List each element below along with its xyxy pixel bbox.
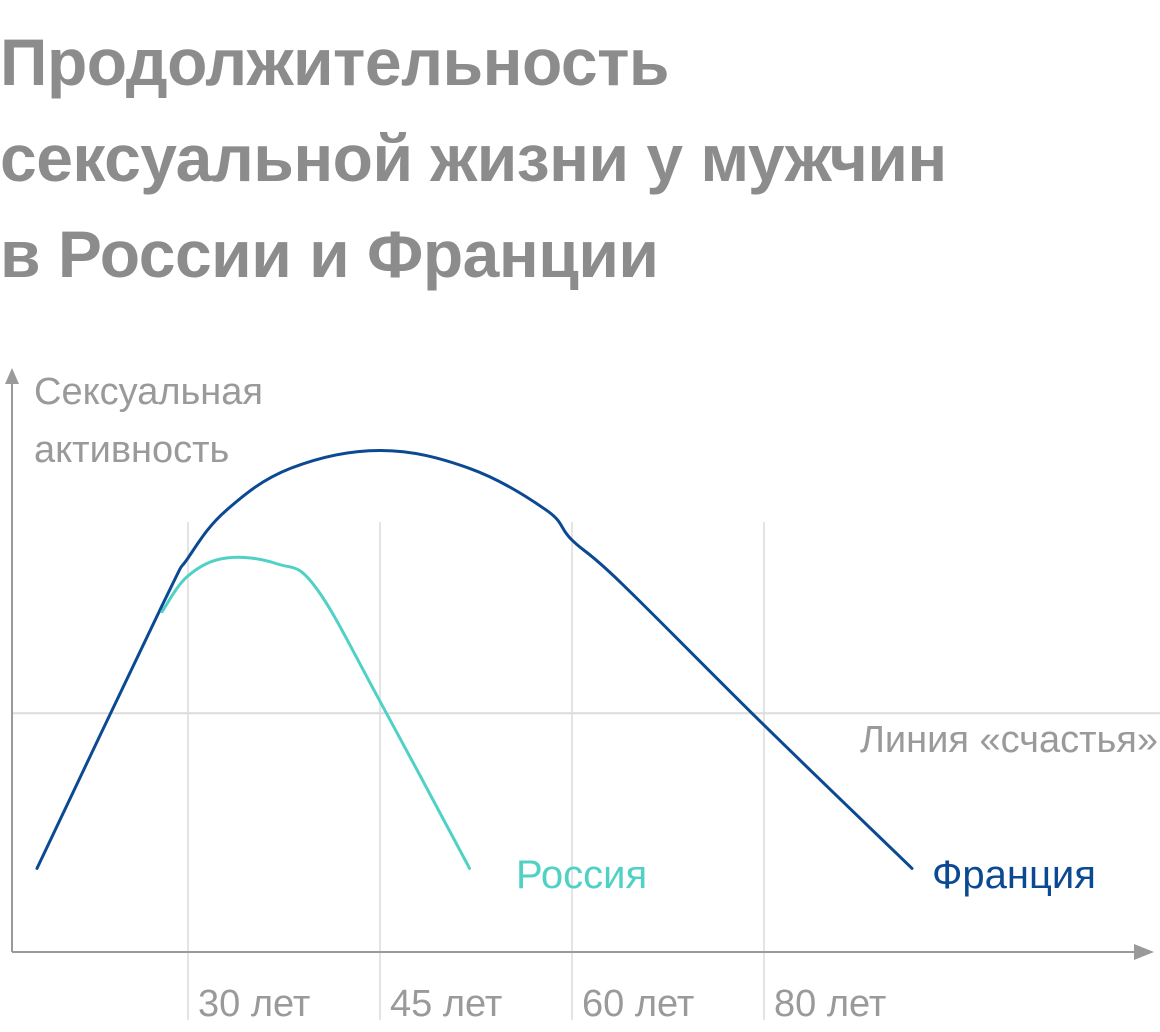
title-line-3: в России и Франции	[0, 217, 659, 291]
series-label-france: Франция	[932, 853, 1096, 897]
y-axis-arrow-icon	[5, 368, 19, 384]
x-tick-label-80: 80 лет	[774, 983, 886, 1025]
title-line-2: сексуальной жизни у мужчин	[0, 121, 947, 195]
title-line-1: Продолжительность	[0, 25, 670, 99]
tick-labels: 30 лет 45 лет 60 лет 80 лет	[198, 983, 886, 1025]
series-line-russia	[160, 555, 472, 870]
series-layer: Франция Россия	[35, 449, 1096, 897]
chart-title: Продолжительность сексуальной жизни у му…	[0, 14, 1140, 302]
series-line-france	[35, 449, 914, 870]
x-axis-arrow-icon	[1134, 944, 1154, 960]
axes	[5, 368, 1154, 960]
happiness-line-label: Линия «счастья»	[860, 719, 1158, 761]
series-label-russia: Россия	[516, 853, 647, 897]
gridlines	[187, 522, 765, 1020]
y-axis-label-line-2: активность	[34, 429, 229, 471]
x-tick-label-60: 60 лет	[582, 983, 694, 1025]
x-tick-label-45: 45 лет	[390, 983, 502, 1025]
y-axis-label-line-1: Сексуальная	[34, 371, 263, 413]
x-tick-label-30: 30 лет	[198, 983, 310, 1025]
